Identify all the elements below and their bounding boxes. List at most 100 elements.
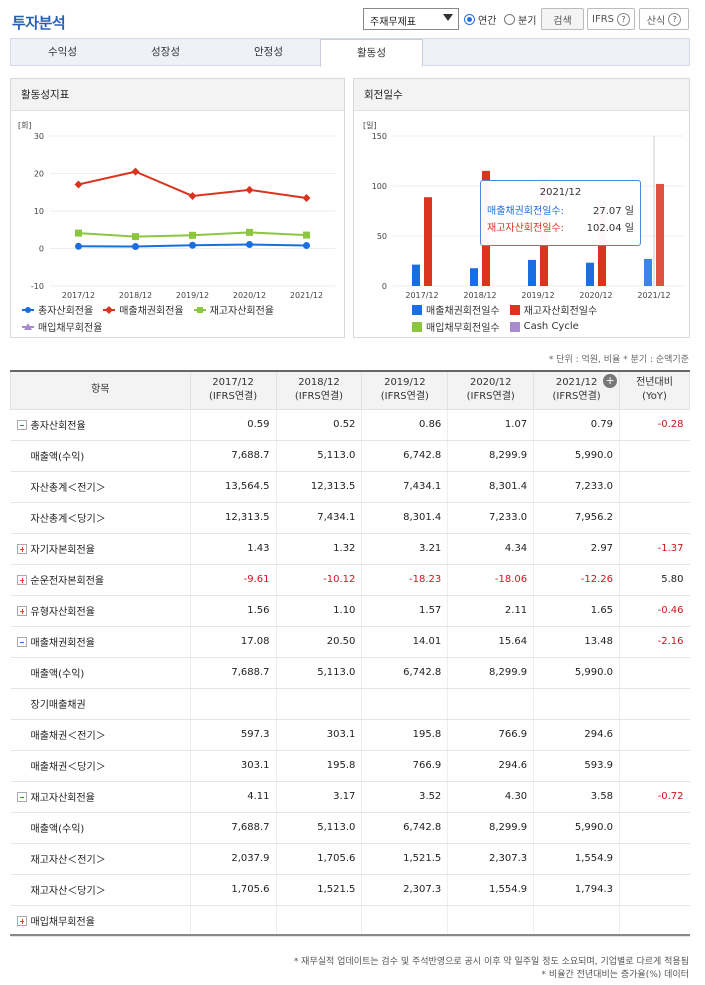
expand-icon[interactable] — [16, 606, 27, 616]
collapse-icon[interactable] — [16, 792, 27, 802]
value-cell: 5,113.0 — [275, 812, 362, 844]
row-label-text: 매출채권＜당기＞ — [30, 762, 106, 773]
data-point — [132, 233, 139, 241]
yoy-cell: -2.16 — [619, 626, 690, 658]
legend-item[interactable]: 매출채권회전율 — [103, 302, 184, 317]
legend-item[interactable]: 매입채무회전율 — [22, 319, 102, 334]
value-cell: 12,313.5 — [275, 471, 362, 503]
right-chart-legend: 매출채권회전일수 재고자산회전일수 매입채무회전일수 Cash Cycle — [412, 302, 690, 334]
legend-item[interactable]: 매출채권회전일수 — [412, 302, 500, 317]
table-row[interactable]: 매입채무회전율 — [10, 905, 690, 937]
yoy-cell: -1.37 — [619, 533, 690, 565]
table-row: 재고자산＜당기＞ 1,705.6 1,521.5 2,307.3 1,554.9 1,79… — [10, 874, 690, 906]
col-header-item: 항목 — [10, 370, 191, 410]
blue-square-icon — [412, 304, 422, 315]
y-unit-label: [회] — [18, 121, 32, 130]
collapse-icon[interactable] — [16, 420, 27, 430]
value-cell: 2.11 — [447, 595, 534, 627]
tooltip-label: 매출채권회전일수: — [487, 206, 564, 217]
value-cell: -12.26 — [533, 564, 620, 596]
y-tick-label: 150 — [372, 132, 387, 141]
row-label-text: 재고자산＜당기＞ — [30, 886, 106, 897]
value-cell: -9.61 — [189, 564, 277, 596]
tab-growth[interactable]: 성장성 — [151, 46, 180, 58]
value-cell: 8,299.9 — [447, 440, 534, 472]
value-cell: 20.50 — [275, 626, 362, 658]
table-row[interactable]: 총자산회전율 0.59 0.52 0.86 1.07 0.79 -0.28 — [10, 409, 690, 441]
ifrs-label: IFRS — [592, 13, 614, 25]
data-point — [74, 180, 83, 189]
table-row[interactable]: 자기자본회전율 1.43 1.32 3.21 4.34 2.97 -1.37 — [10, 533, 690, 565]
yoy-cell — [619, 905, 690, 937]
table-row[interactable]: 순운전자본회전율 -9.61 -10.12 -18.23 -18.06 -12.26 5.8… — [10, 564, 690, 596]
table-row[interactable]: 재고자산회전율 4.11 3.17 3.52 4.30 3.58 -0.72 — [10, 781, 690, 813]
legend-item[interactable]: 재고자산회전일수 — [509, 302, 598, 317]
statement-type-select[interactable]: 주재무제표 — [363, 8, 459, 30]
unit-note: * 단위 : 억원, 비율 * 분기 : 순액기준 — [548, 355, 689, 365]
legend-label: 총자산회전율 — [38, 306, 94, 317]
ifrs-help-button[interactable]: IFRS ? — [587, 8, 635, 30]
table-row[interactable]: 매출채권회전율 17.08 20.50 14.01 15.64 13.48 -2.16 — [10, 626, 690, 658]
panel-title: 회전일수 — [354, 79, 689, 111]
value-cell: 303.1 — [189, 750, 277, 782]
yoy-cell: -0.28 — [619, 409, 690, 441]
blue-dot-icon — [22, 306, 34, 313]
formula-label: 산식 — [646, 15, 666, 27]
formula-help-button[interactable]: 산식 ? — [639, 8, 689, 30]
radio-quarter-label: 분기 — [518, 15, 537, 27]
legend-item[interactable]: 매입채무회전일수 — [412, 319, 500, 334]
add-column-icon[interactable]: + — [603, 374, 618, 388]
footnote: * 재무실적 업데이트는 검수 및 주석반영으로 공시 이후 약 일주일 정도 … — [293, 957, 689, 967]
row-label: 총자산회전율 — [10, 409, 191, 441]
col-header-yoy: 전년대비 (YoY) — [619, 370, 690, 410]
data-point — [189, 231, 196, 239]
search-button[interactable]: 검색 — [541, 8, 584, 30]
value-cell: 1,554.9 — [447, 874, 534, 906]
yoy-cell — [619, 812, 690, 844]
value-cell: 1.10 — [275, 595, 362, 627]
value-cell: 2,307.3 — [361, 874, 448, 906]
legend-item[interactable]: 재고자산회전율 — [193, 302, 274, 317]
x-tick-label: 2018/12 — [119, 291, 152, 300]
radio-quarter[interactable]: 분기 — [504, 11, 536, 27]
x-tick-label: 2019/12 — [176, 291, 209, 300]
radio-annual[interactable]: 연간 — [464, 11, 496, 27]
row-label: 재고자산회전율 — [10, 781, 191, 813]
tooltip-title: 2021/12 — [539, 187, 582, 198]
expand-icon[interactable] — [16, 544, 27, 554]
y-tick-label: -10 — [31, 282, 44, 291]
help-icon: ? — [668, 12, 682, 26]
table-row[interactable]: 유형자산회전율 1.56 1.10 1.57 2.11 1.65 -0.46 — [10, 595, 690, 627]
data-point — [189, 241, 196, 249]
value-cell: 7,233.0 — [447, 502, 534, 534]
legend-item[interactable]: 총자산회전율 — [22, 302, 93, 317]
legend-label: 재고자산회전일수 — [523, 306, 598, 317]
tab-profitability[interactable]: 수익성 — [48, 46, 77, 58]
page-title: 투자분석 — [12, 14, 66, 32]
value-cell — [447, 905, 534, 937]
row-label: 매출채권＜전기＞ — [10, 719, 191, 751]
data-point — [245, 185, 254, 194]
value-cell: 7,434.1 — [275, 502, 362, 534]
value-cell: 8,299.9 — [447, 657, 534, 689]
table-bottom-border — [10, 934, 690, 936]
row-label-text: 매출액(수익) — [30, 824, 85, 835]
row-label-text: 재고자산＜전기＞ — [30, 855, 106, 866]
yoy-cell — [619, 750, 690, 782]
yoy-cell — [619, 471, 690, 503]
tab-stability[interactable]: 안정성 — [254, 46, 283, 58]
row-label: 자산총계＜당기＞ — [10, 502, 191, 534]
data-point — [303, 242, 310, 250]
value-cell: 5,113.0 — [275, 440, 362, 472]
expand-icon[interactable] — [16, 575, 27, 585]
collapse-icon[interactable] — [16, 637, 27, 647]
row-label: 자산총계＜전기＞ — [10, 471, 191, 503]
yoy-cell — [619, 440, 690, 472]
table-row: 매출액(수익) 7,688.7 5,113.0 6,742.8 8,299.9 5,990… — [10, 812, 690, 844]
expand-icon[interactable] — [16, 916, 27, 926]
data-point — [302, 193, 311, 202]
legend-item[interactable]: Cash Cycle — [509, 319, 579, 334]
tab-activity[interactable]: 활동성 — [320, 39, 423, 67]
value-cell: 17.08 — [189, 626, 277, 658]
tooltip-label: 재고자산회전일수: — [487, 223, 564, 234]
